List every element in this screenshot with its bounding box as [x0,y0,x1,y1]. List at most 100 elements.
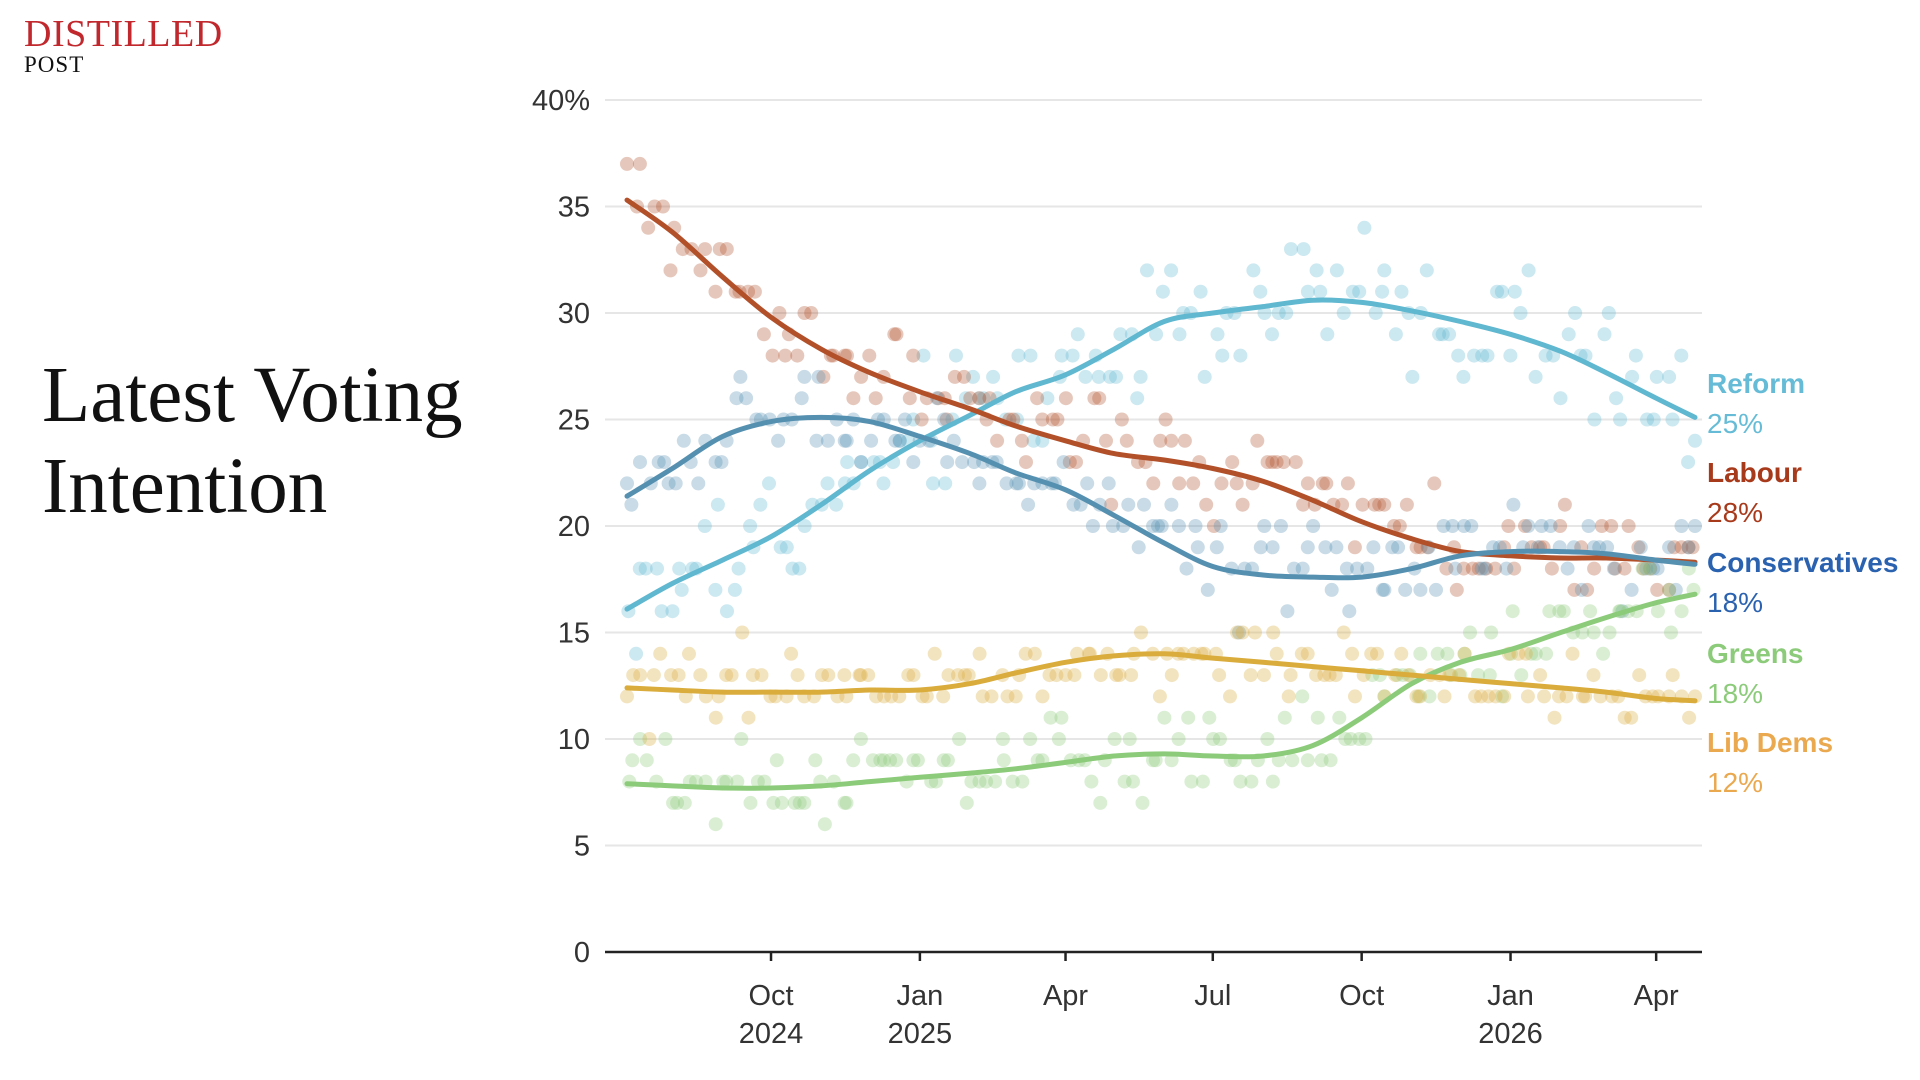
poll-dot [1528,646,1543,661]
poll-dot [1432,327,1447,342]
poll-dot [1235,625,1250,640]
poll-dot [1283,668,1298,683]
poll-dot [1164,263,1179,278]
y-tick-label: 25 [558,405,590,437]
poll-dot [1329,540,1344,555]
poll-dot [817,817,832,832]
poll-dot [1646,561,1661,576]
poll-dot [1271,306,1286,320]
poll-dot [839,433,854,448]
poll-dot [1682,710,1697,725]
poll-dot [1199,497,1214,512]
poll-dot [1625,369,1640,384]
poll-dot [1430,646,1445,661]
poll-dot [1609,391,1624,406]
poll-dot [1014,433,1029,448]
x-tick-year-label: 2025 [888,1018,953,1050]
poll-dot [888,433,903,448]
poll-dot [771,433,786,448]
poll-dot [1457,646,1472,661]
poll-dot [1322,668,1337,683]
poll-dot [1285,753,1300,768]
poll-dot [1538,348,1553,363]
poll-dot [884,689,899,704]
poll-dot [1319,476,1334,491]
poll-dot [1112,668,1127,683]
poll-dot [1552,689,1566,704]
poll-dot [1419,263,1434,278]
poll-dot [1436,519,1451,533]
poll-dot [633,455,647,470]
poll-dot [840,455,855,470]
poll-dot [1411,689,1426,704]
poll-dot [1070,646,1085,661]
poll-dot [976,391,991,406]
poll-dot [1405,369,1420,384]
poll-dot [716,774,731,789]
poll-dot [906,348,921,363]
poll-dot [1449,582,1464,597]
poll-dot [1146,476,1161,491]
trend-line-labour [624,197,1698,565]
poll-dot [1197,369,1212,384]
poll-dot [792,795,807,810]
poll-dot [1567,582,1582,597]
poll-dot [1164,497,1179,512]
poll-dot [666,795,681,810]
poll-dot [1164,668,1179,683]
poll-dot [1186,476,1201,491]
poll-dot [1544,561,1559,576]
poll-dot [1348,689,1362,704]
poll-dot [697,519,712,533]
poll-dot [1456,561,1471,576]
poll-dot [1665,668,1680,683]
poll-dot [1300,646,1315,661]
poll-dot [990,433,1005,448]
poll-dot [1375,582,1390,597]
poll-dot [656,199,670,214]
poll-dot [1413,582,1428,597]
poll-dot [1200,582,1215,597]
poll-dot [1463,625,1477,640]
poll-dot [792,561,807,576]
poll-dot [1295,689,1310,704]
poll-dots-layer [620,156,1702,832]
poll-dot [1650,561,1665,576]
poll-dot [1440,646,1455,661]
poll-dot [869,689,884,704]
poll-dot [1300,753,1315,768]
poll-dot [1343,732,1358,746]
poll-dot [876,753,891,768]
poll-dot [1260,732,1275,746]
poll-dot [1688,519,1702,533]
poll-dot [1377,582,1392,597]
poll-dot [1131,540,1146,555]
poll-dot [1464,519,1479,533]
y-tick-label: 10 [558,724,590,756]
poll-dot [1212,732,1227,746]
poll-dot [941,668,956,683]
poll-dot [1300,540,1315,555]
poll-dot [1596,646,1611,661]
poll-dot [1642,561,1657,576]
poll-dot [1300,476,1315,491]
poll-dot [1244,774,1259,789]
poll-dot [1494,284,1509,299]
poll-dot [1287,561,1301,576]
poll-dot [1617,710,1632,725]
poll-dot [1513,306,1528,320]
poll-dot [739,391,754,406]
poll-dot [1300,284,1315,299]
poll-dot [1364,646,1379,661]
poll-dot [1480,348,1495,363]
poll-dot [639,753,654,768]
poll-dot [765,348,780,363]
poll-dot [957,369,971,384]
poll-dot [1664,625,1678,640]
poll-dot [633,668,648,683]
poll-dot [1413,646,1428,661]
poll-dot [947,369,962,384]
poll-dot [972,646,987,661]
poll-dot [906,668,921,683]
poll-dot [1056,455,1071,470]
